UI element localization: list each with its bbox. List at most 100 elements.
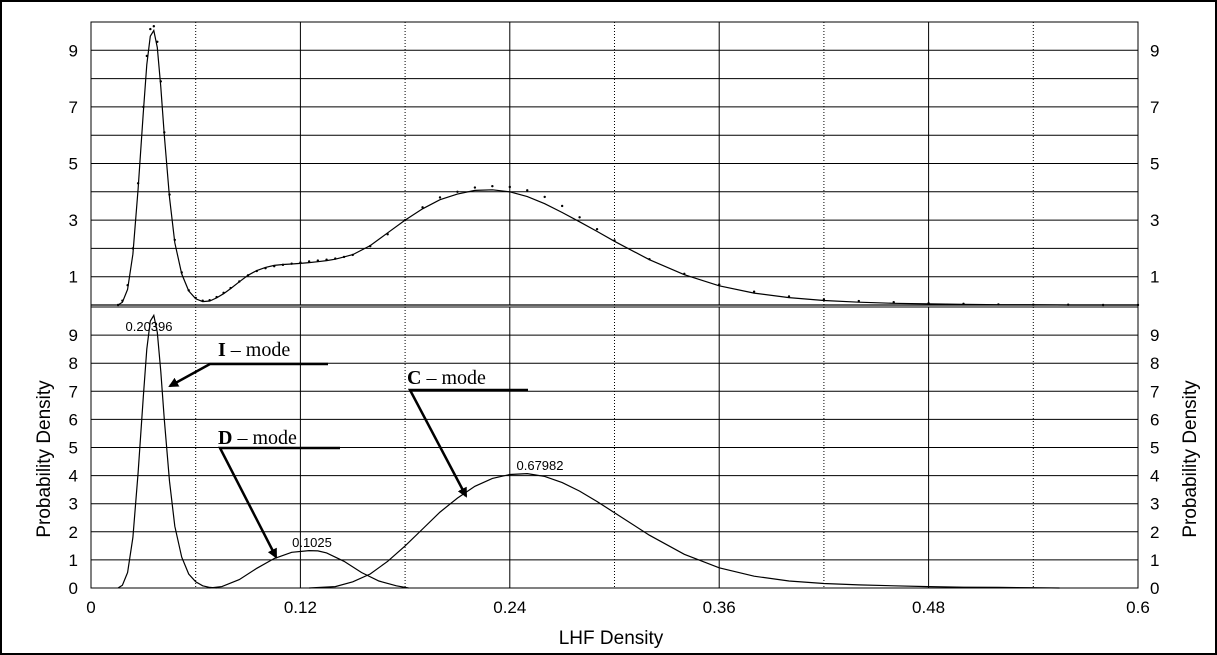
y-tick-label-left: 5 [69,155,78,174]
y-tick-label-right: 2 [1150,523,1159,542]
tick-labels: 1 3 5 7 9 1 3 5 7 9 0 1 2 3 4 5 6 7 8 9 0 1 2 3 4 5 6 7 8 9 0 0.12 0.24 0… [69,41,1160,617]
data-point [386,233,389,236]
data-point [325,258,328,261]
data-point [152,25,156,28]
data-point [222,291,225,295]
data-point [1101,303,1105,307]
data-point [1067,303,1070,306]
y-tick-label-left: 1 [69,268,78,287]
data-point [578,216,581,219]
y-tick-label-right: 3 [1150,495,1159,514]
y-tick-label-right: 5 [1150,155,1159,174]
data-label-d-mode: 0.1025 [292,535,332,550]
data-point [163,131,166,134]
data-point [299,261,302,264]
x-tick-label: 0.6 [1126,598,1150,617]
data-point [683,272,686,276]
data-point [334,257,337,260]
annotation-c-text: – mode [421,367,486,389]
y-tick-label-right: 8 [1150,354,1159,373]
data-point [156,40,159,44]
y-tick-label-left: 9 [69,41,78,60]
data-point [180,271,183,274]
data-point [560,204,564,208]
y-tick-label-left: 3 [69,495,78,514]
data-point [131,247,135,250]
x-tick-label: 0 [86,598,95,617]
data-point [342,255,346,259]
data-point [316,259,320,262]
annotation-d-letter: D [218,427,232,449]
y-tick-label-right: 7 [1150,382,1159,401]
x-tick-label: 0.36 [703,598,736,617]
data-point [194,296,197,300]
top-panel-series [116,25,1140,307]
x-axis-title: LHF Density [559,628,664,649]
annotation-i-mode: I – mode [218,339,290,361]
data-point [159,80,162,83]
data-point [142,105,145,109]
d-mode-curve [209,549,409,589]
data-point [962,302,965,306]
top-panel-grid [91,21,1138,306]
y-tick-label-left: 7 [69,382,78,401]
y-tick-label-left: 2 [69,523,78,542]
data-point [438,196,442,199]
y-tick-label-left: 4 [69,467,78,486]
data-point [927,302,930,305]
y-tick-label-left: 0 [69,579,78,598]
data-point [369,244,372,248]
y-tick-label-right: 1 [1150,551,1159,570]
data-point [273,265,276,268]
x-tick-label: 0.12 [284,598,317,617]
y-tick-label-right: 9 [1150,326,1159,345]
y-tick-label-left: 7 [69,98,78,117]
data-point [822,298,826,301]
y-tick-label-right: 3 [1150,211,1159,230]
data-point [997,303,1000,306]
y-tick-label-right: 9 [1150,41,1159,60]
data-point [787,295,791,298]
data-point [238,280,241,283]
data-point [215,295,218,299]
data-point [508,185,511,189]
data-point [290,262,293,265]
data-point [281,263,285,267]
y-tick-label-right: 4 [1150,467,1159,486]
data-point [892,300,895,304]
data-point [168,193,171,196]
x-tick-label: 0.48 [912,598,945,617]
mode-annotations: I – mode D – mode C – mode [218,339,486,449]
data-point [307,260,311,263]
data-point [456,190,459,193]
x-tick-label: 0.24 [493,598,526,617]
y-axis-title-right: Probability Density [1180,380,1201,538]
data-point [1032,303,1035,306]
data-point [526,189,529,192]
y-tick-label-right: 6 [1150,410,1159,429]
data-point [116,303,120,307]
bottom-panel-series [117,313,1060,589]
annotation-c-letter: C [407,367,421,389]
data-point [136,182,140,185]
data-label-i-mode: 0.20396 [126,319,173,334]
y-tick-label-right: 7 [1150,98,1159,117]
data-point [473,186,477,189]
annotation-c-mode: C – mode [407,367,486,389]
top-series-dotted [116,25,1140,307]
data-point [201,299,204,302]
data-point [145,54,149,58]
y-tick-label-right: 1 [1150,268,1159,287]
d-mode-leader [217,446,340,559]
data-point [857,299,860,303]
data-point [403,218,407,222]
annotation-d-text: – mode [232,427,297,449]
y-tick-label-right: 5 [1150,439,1159,458]
top-series-solid [117,28,1138,306]
data-point [208,298,211,302]
data-point [421,206,424,209]
bottom-panel-grid [91,306,1138,588]
data-point [648,257,651,261]
y-tick-label-left: 9 [69,326,78,345]
